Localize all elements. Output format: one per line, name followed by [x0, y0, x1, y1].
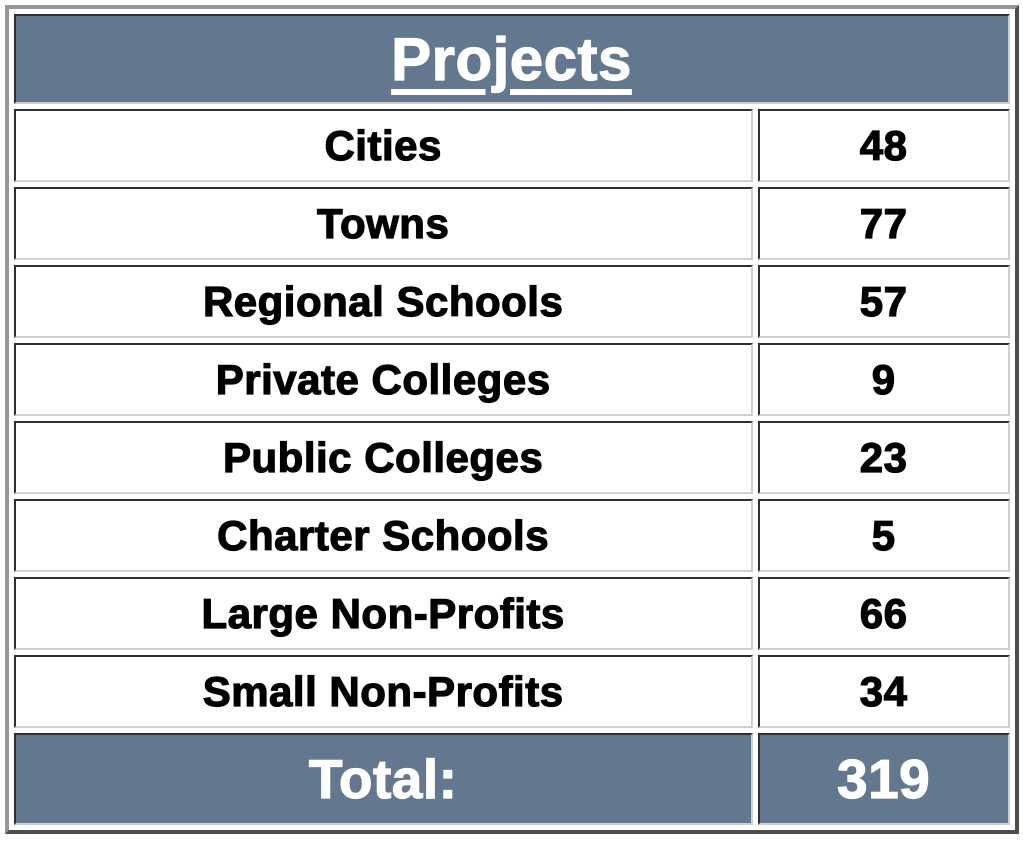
table-body: Cities 48 Towns 77 Regional Schools 57 Private…	[13, 109, 1010, 728]
table-row: Charter Schools 5	[13, 499, 1010, 572]
row-label: Cities	[13, 109, 753, 182]
title-row: Projects	[13, 14, 1010, 104]
table-title: Projects	[13, 14, 1010, 104]
table-row: Small Non-Profits 34	[13, 655, 1010, 728]
row-value: 57	[757, 265, 1010, 338]
row-value: 77	[757, 187, 1010, 260]
total-label: Total:	[13, 733, 753, 825]
table-row: Large Non-Profits 66	[13, 577, 1010, 650]
row-label: Charter Schools	[13, 499, 753, 572]
row-label: Public Colleges	[13, 421, 753, 494]
row-value: 5	[757, 499, 1010, 572]
row-label: Large Non-Profits	[13, 577, 753, 650]
row-value: 66	[757, 577, 1010, 650]
row-value: 9	[757, 343, 1010, 416]
table-row: Towns 77	[13, 187, 1010, 260]
table-row: Regional Schools 57	[13, 265, 1010, 338]
total-row: Total: 319	[13, 733, 1010, 825]
row-value: 34	[757, 655, 1010, 728]
row-value: 23	[757, 421, 1010, 494]
projects-table: Projects Cities 48 Towns 77 Regional Schools…	[4, 5, 1019, 834]
row-label: Towns	[13, 187, 753, 260]
row-label: Small Non-Profits	[13, 655, 753, 728]
row-label: Regional Schools	[13, 265, 753, 338]
row-label: Private Colleges	[13, 343, 753, 416]
table-row: Private Colleges 9	[13, 343, 1010, 416]
row-value: 48	[757, 109, 1010, 182]
table-row: Public Colleges 23	[13, 421, 1010, 494]
total-value: 319	[757, 733, 1010, 825]
table-row: Cities 48	[13, 109, 1010, 182]
